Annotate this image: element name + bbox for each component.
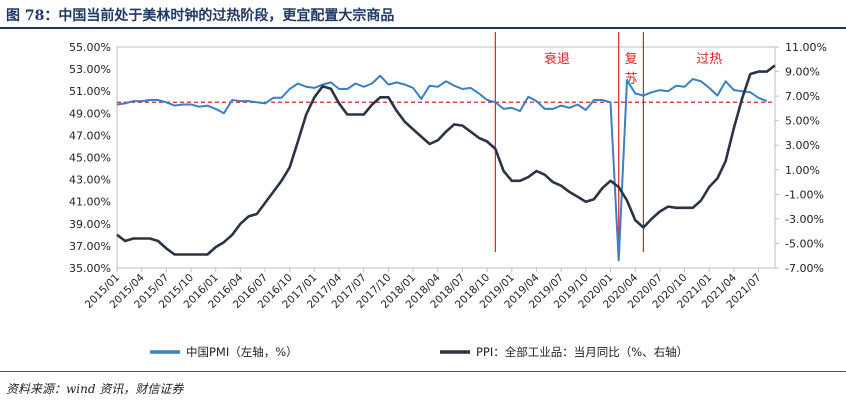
y-right-tick-label: -1.00%: [785, 188, 824, 201]
y-right-tick-label: -7.00%: [785, 262, 824, 275]
y-left-tick-label: 53.00%: [69, 63, 111, 76]
line-chart: 35.00% 37.00% 39.00% 41.00% 43.00% 45.00% 47.0…: [69, 32, 827, 359]
bottom-rule: [0, 371, 846, 372]
y-right-tick-label: 9.00%: [785, 66, 820, 79]
y-right-tick-label: 3.00%: [785, 139, 820, 152]
y-left-tick-label: 55.00%: [69, 41, 111, 54]
phase-label: 衰退: [544, 51, 570, 67]
y-left-tick-label: 35.00%: [69, 262, 111, 275]
y-right-tick-label: 1.00%: [785, 164, 820, 177]
y-right-tick-label: -3.00%: [785, 213, 824, 226]
y-right-tick-label: -5.00%: [785, 237, 824, 250]
phase-label: 复: [625, 52, 638, 67]
series-layer: [116, 64, 776, 262]
legend: 中国PMI（左轴，%） PPI：全部工业品：当月同比（%、右轴）: [150, 345, 688, 359]
title-rule: [0, 27, 846, 29]
y-left-tick-label: 39.00%: [69, 218, 111, 231]
y-left-tick-label: 49.00%: [69, 107, 111, 120]
y-right-tick-label: 11.00%: [785, 41, 827, 54]
y-left-tick-label: 41.00%: [69, 196, 111, 209]
y-right-tick-label: 5.00%: [785, 115, 820, 128]
y-left-tick-label: 51.00%: [69, 85, 111, 98]
plot-frame: [116, 46, 776, 269]
y-left-tick-label: 45.00%: [69, 152, 111, 165]
figure-title: 图 78：中国当前处于美林时钟的过热阶段，更宜配置大宗商品: [6, 8, 395, 24]
legend-label-ppi: PPI：全部工业品：当月同比（%、右轴）: [476, 345, 688, 359]
y-left-tick-label: 43.00%: [69, 174, 111, 187]
legend-label-pmi: 中国PMI（左轴，%）: [186, 345, 298, 359]
y-right-tick-label: 7.00%: [785, 90, 820, 103]
series-line-pmi: [116, 74, 768, 262]
series-line-ppi: [116, 64, 776, 256]
source-note: 资料来源：wind 资讯，财信证券: [6, 382, 184, 396]
phase-label: 过热: [696, 52, 722, 67]
y-left-tick-label: 37.00%: [69, 240, 111, 253]
y-left-tick-label: 47.00%: [69, 129, 111, 142]
